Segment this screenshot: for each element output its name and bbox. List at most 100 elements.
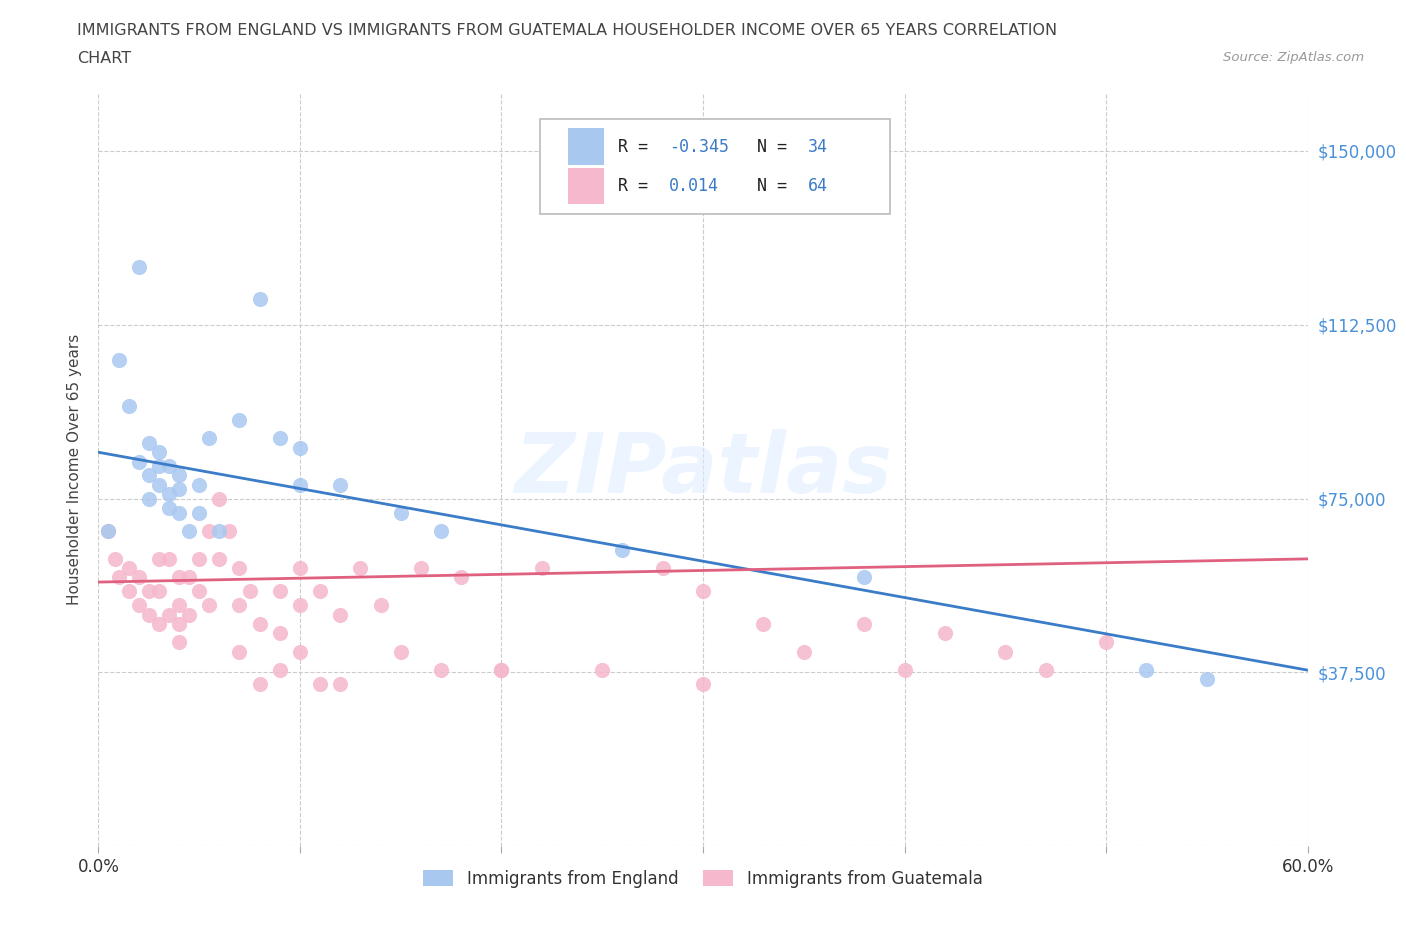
Point xyxy=(179,607,201,622)
Point xyxy=(188,551,211,566)
Text: ZIPatlas: ZIPatlas xyxy=(515,429,891,511)
Point xyxy=(228,644,250,659)
Point xyxy=(148,617,170,631)
Bar xyxy=(568,168,603,205)
Point xyxy=(1095,635,1118,650)
Point xyxy=(128,259,150,274)
Point xyxy=(198,431,221,445)
Point xyxy=(118,584,141,599)
Point xyxy=(288,477,311,492)
Text: 34: 34 xyxy=(808,138,828,155)
Point xyxy=(218,524,240,538)
Point xyxy=(692,677,714,692)
Point xyxy=(157,458,180,473)
Point xyxy=(389,644,412,659)
Point xyxy=(128,598,150,613)
Y-axis label: Householder Income Over 65 years: Householder Income Over 65 years xyxy=(67,334,83,605)
Point xyxy=(249,617,271,631)
Point xyxy=(208,491,231,506)
Text: Source: ZipAtlas.com: Source: ZipAtlas.com xyxy=(1223,51,1364,64)
Point xyxy=(103,551,125,566)
Point xyxy=(148,551,170,566)
Point xyxy=(188,477,211,492)
Point xyxy=(1135,663,1157,678)
FancyBboxPatch shape xyxy=(540,119,890,214)
Point xyxy=(853,617,876,631)
Point xyxy=(167,617,190,631)
Point xyxy=(128,454,150,469)
Point xyxy=(179,570,201,585)
Text: N =: N = xyxy=(758,178,797,195)
Point xyxy=(612,542,634,557)
Point xyxy=(450,570,472,585)
Point xyxy=(309,584,332,599)
Point xyxy=(208,524,231,538)
Point xyxy=(1195,672,1218,687)
Point xyxy=(97,524,120,538)
Point xyxy=(188,584,211,599)
Point xyxy=(138,607,160,622)
Point xyxy=(128,570,150,585)
Point xyxy=(167,482,190,497)
Point xyxy=(249,292,271,307)
Point xyxy=(309,677,332,692)
Point xyxy=(148,458,170,473)
Point xyxy=(97,524,120,538)
Point xyxy=(288,561,311,576)
Point xyxy=(157,500,180,515)
Point xyxy=(157,607,180,622)
Point xyxy=(167,505,190,520)
Text: 64: 64 xyxy=(808,178,828,195)
Point xyxy=(329,477,352,492)
Point xyxy=(179,524,201,538)
Point xyxy=(994,644,1017,659)
Point xyxy=(249,677,271,692)
Point xyxy=(430,524,453,538)
Point xyxy=(269,663,291,678)
Point xyxy=(239,584,262,599)
Point xyxy=(329,607,352,622)
Point xyxy=(228,598,250,613)
Point xyxy=(692,584,714,599)
Point xyxy=(893,663,915,678)
Point xyxy=(409,561,432,576)
Point xyxy=(148,477,170,492)
Point xyxy=(288,644,311,659)
Bar xyxy=(568,128,603,165)
Text: CHART: CHART xyxy=(77,51,131,66)
Point xyxy=(389,505,412,520)
Point xyxy=(157,486,180,501)
Text: R =: R = xyxy=(619,178,658,195)
Point xyxy=(491,663,513,678)
Point xyxy=(370,598,392,613)
Point xyxy=(107,352,129,367)
Point xyxy=(188,505,211,520)
Point xyxy=(530,561,553,576)
Point xyxy=(138,491,160,506)
Point xyxy=(288,598,311,613)
Point xyxy=(269,626,291,641)
Point xyxy=(329,677,352,692)
Text: R =: R = xyxy=(619,138,658,155)
Point xyxy=(167,635,190,650)
Point xyxy=(430,663,453,678)
Text: 0.014: 0.014 xyxy=(669,178,718,195)
Point xyxy=(591,663,613,678)
Point xyxy=(228,561,250,576)
Point xyxy=(118,561,141,576)
Point xyxy=(793,644,815,659)
Legend: Immigrants from England, Immigrants from Guatemala: Immigrants from England, Immigrants from… xyxy=(416,863,990,895)
Point xyxy=(228,412,250,427)
Point xyxy=(167,468,190,483)
Point xyxy=(138,584,160,599)
Point xyxy=(349,561,371,576)
Point xyxy=(853,570,876,585)
Point xyxy=(167,598,190,613)
Point xyxy=(198,598,221,613)
Text: IMMIGRANTS FROM ENGLAND VS IMMIGRANTS FROM GUATEMALA HOUSEHOLDER INCOME OVER 65 : IMMIGRANTS FROM ENGLAND VS IMMIGRANTS FR… xyxy=(77,23,1057,38)
Point xyxy=(107,570,129,585)
Point xyxy=(934,626,956,641)
Point xyxy=(118,398,141,413)
Point xyxy=(269,584,291,599)
Point xyxy=(752,617,775,631)
